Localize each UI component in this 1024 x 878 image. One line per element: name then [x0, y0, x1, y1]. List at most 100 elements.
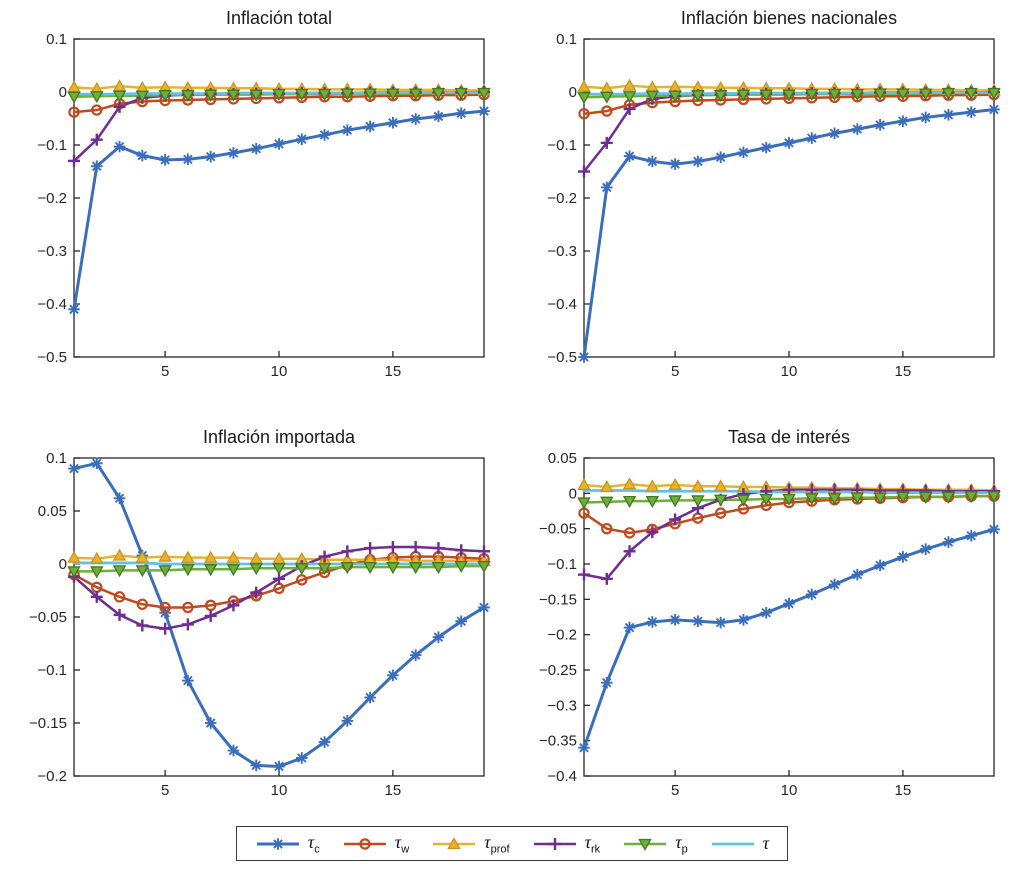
asterisk-marker	[670, 615, 680, 625]
triangle-up-marker	[135, 550, 150, 563]
y-tick-label: 0.05	[38, 503, 67, 520]
x-tick-label: 15	[895, 363, 912, 380]
triangle-down-marker	[272, 563, 286, 576]
triangle-down-marker	[477, 87, 491, 100]
legend-sample-tau_w	[343, 837, 386, 850]
asterisk-marker	[365, 692, 375, 703]
triangle-down-marker	[827, 493, 842, 506]
x-tick-label: 15	[895, 782, 912, 799]
asterisk-marker	[624, 151, 635, 161]
x-tick-label: 10	[781, 363, 798, 380]
asterisk-marker	[274, 139, 284, 149]
triangle-down-marker	[577, 497, 591, 510]
triangle-down-marker	[317, 563, 332, 576]
triangle-down-marker	[577, 92, 591, 105]
y-tick-label: 0.1	[46, 31, 67, 48]
triangle-down-marker	[736, 89, 751, 102]
asterisk-marker	[715, 617, 726, 628]
asterisk-marker	[852, 569, 863, 580]
triangle-down-marker	[363, 88, 377, 101]
asterisk-marker	[251, 143, 261, 154]
triangle-down-marker	[203, 89, 218, 102]
legend-label-tau: τ	[762, 833, 770, 854]
asterisk-marker	[410, 650, 421, 660]
asterisk-marker	[898, 116, 908, 126]
y-tick-label: −0.4	[547, 296, 577, 313]
triangle-down-marker	[112, 90, 127, 103]
asterisk-marker	[479, 106, 489, 116]
triangle-down-marker	[67, 91, 81, 104]
circle-marker	[714, 507, 727, 519]
triangle-down-marker	[873, 492, 887, 505]
triangle-down-marker	[645, 495, 660, 509]
asterisk-marker	[69, 463, 79, 474]
asterisk-marker	[137, 150, 148, 161]
triangle-up-marker	[90, 551, 104, 564]
triangle-down-marker	[782, 493, 796, 506]
asterisk-marker	[114, 141, 125, 152]
triangle-up-marker	[691, 479, 705, 492]
asterisk-marker	[456, 616, 466, 627]
series-tau_c-line	[582, 527, 996, 750]
triangle-up-marker	[622, 477, 637, 490]
legend-sample-tau_prof	[433, 836, 476, 849]
triangle-up-marker	[447, 836, 461, 849]
circle-marker	[296, 574, 308, 586]
triangle-down-marker	[805, 88, 819, 102]
triangle-down-marker	[987, 87, 1001, 100]
asterisk-marker	[365, 121, 375, 132]
y-tick-label: −0.3	[547, 697, 577, 714]
asterisk-marker	[251, 760, 261, 771]
triangle-down-marker	[477, 560, 491, 574]
asterisk-marker	[205, 718, 216, 728]
asterisk-marker	[274, 761, 284, 772]
triangle-up-marker	[158, 549, 172, 562]
triangle-down-marker	[90, 91, 104, 104]
triangle-down-marker	[896, 491, 910, 504]
asterisk-marker	[852, 124, 863, 134]
asterisk-marker	[319, 130, 330, 140]
circle-marker	[601, 105, 613, 117]
x-tick-label: 10	[781, 782, 798, 799]
series-tau_c-markers	[68, 105, 490, 316]
triangle-down-marker	[340, 88, 355, 101]
asterisk-marker	[342, 125, 353, 135]
triangle-down-marker	[668, 495, 682, 508]
triangle-up-marker	[67, 550, 81, 563]
chart-title-inflacion-total: Inflación total	[225, 8, 333, 28]
y-tick-label: −0.3	[37, 243, 67, 260]
asterisk-marker	[647, 617, 658, 627]
circle-marker	[601, 522, 613, 535]
series-tau_p-markers	[67, 560, 491, 579]
asterisk-marker	[69, 304, 79, 315]
circle-marker	[623, 527, 636, 539]
circle-marker	[578, 108, 590, 120]
legend-label-tau_w: τw	[394, 832, 410, 856]
asterisk-marker	[410, 114, 421, 124]
triangle-down-marker	[386, 562, 400, 575]
asterisk-marker	[898, 552, 908, 562]
asterisk-marker	[433, 632, 444, 642]
triangle-down-marker	[668, 90, 682, 103]
triangle-down-marker	[431, 562, 446, 575]
x-tick-label: 5	[671, 363, 679, 380]
asterisk-marker	[297, 134, 307, 144]
circle-marker	[159, 601, 171, 614]
y-tick-label: 0.05	[548, 450, 577, 467]
asterisk-marker	[693, 156, 703, 167]
asterisk-marker	[989, 104, 999, 115]
asterisk-marker	[579, 742, 589, 753]
triangle-down-marker	[713, 90, 728, 103]
legend-item-tau_rk: τrk	[532, 832, 600, 855]
triangle-up-marker	[668, 477, 682, 490]
triangle-down-marker	[431, 87, 446, 100]
triangle-down-marker	[600, 496, 614, 509]
triangle-down-marker	[158, 565, 172, 578]
asterisk-marker	[433, 111, 444, 122]
asterisk-marker	[342, 716, 353, 726]
legend-label-tau_c: τc	[307, 832, 320, 856]
plot-inflacion-importada: 5 10 15 0.1 0.05 0 −0.05 −0.1 −0.15 −0.2	[29, 450, 491, 799]
triangle-down-marker	[918, 491, 933, 504]
triangle-down-marker	[850, 492, 865, 505]
